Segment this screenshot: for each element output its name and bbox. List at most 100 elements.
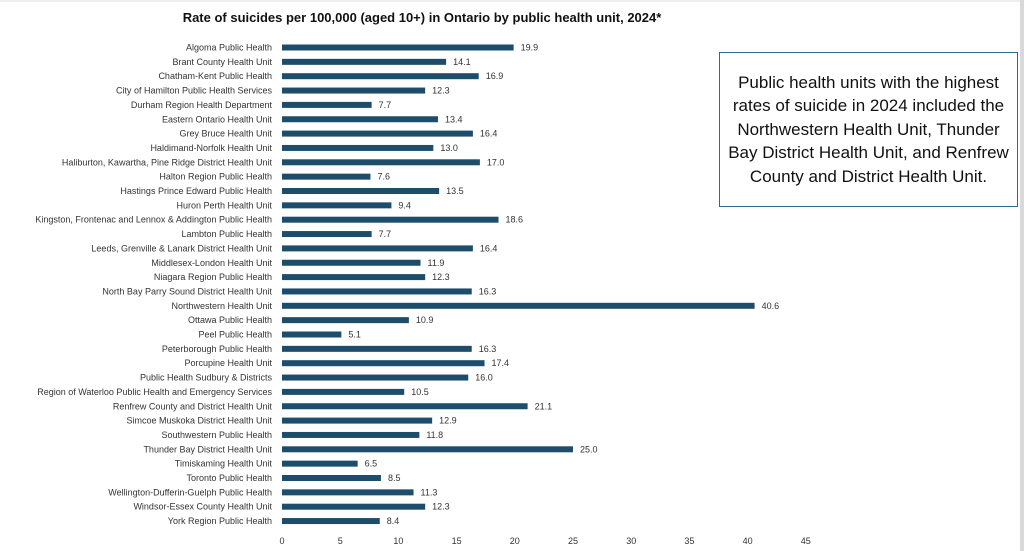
value-label: 16.0 <box>475 373 493 383</box>
category-label: Southwestern Public Health <box>161 430 272 440</box>
value-label: 10.5 <box>411 387 429 397</box>
chart-title: Rate of suicides per 100,000 (aged 10+) … <box>183 10 663 25</box>
value-label: 13.0 <box>440 143 458 153</box>
bar <box>282 360 485 367</box>
callout-box: Public health units with the highest rat… <box>719 52 1018 207</box>
bar <box>282 231 372 238</box>
category-label: Timiskaming Health Unit <box>175 459 273 469</box>
value-label: 9.4 <box>398 200 411 210</box>
bar <box>282 388 405 395</box>
value-label: 17.0 <box>487 157 505 167</box>
category-label: Kingston, Frontenac and Lennox & Addingt… <box>35 215 272 225</box>
category-label: Middlesex-London Health Unit <box>151 258 272 268</box>
top-edge <box>0 0 1024 2</box>
category-label: Porcupine Health Unit <box>184 358 272 368</box>
bars-layer: Algoma Public Health 19.9 Brant County Hea… <box>35 43 779 527</box>
value-label: 11.3 <box>421 487 438 497</box>
value-label: 21.1 <box>535 401 553 411</box>
value-label: 40.6 <box>762 301 780 311</box>
category-label: Niagara Region Public Health <box>154 272 272 282</box>
category-label: Durham Region Health Department <box>131 100 273 110</box>
x-tick-label: 25 <box>568 536 578 546</box>
category-label: City of Hamilton Public Health Services <box>116 86 273 96</box>
value-label: 16.4 <box>480 243 498 253</box>
x-tick-label: 0 <box>279 536 284 546</box>
category-label: Northwestern Health Unit <box>171 301 272 311</box>
bar <box>282 245 473 252</box>
bar <box>282 101 372 108</box>
bar <box>282 58 447 65</box>
category-label: Haliburton, Kawartha, Pine Ridge Distric… <box>62 157 273 167</box>
callout-text: Public health units with the highest rat… <box>728 72 1009 186</box>
category-label: Brant County Health Unit <box>172 57 272 67</box>
value-label: 7.6 <box>377 172 390 182</box>
value-label: 16.3 <box>479 344 497 354</box>
bar <box>282 417 433 424</box>
category-label: Algoma Public Health <box>186 43 272 53</box>
value-label: 8.4 <box>387 516 400 526</box>
category-label: Region of Waterloo Public Health and Eme… <box>37 387 272 397</box>
category-label: Ottawa Public Health <box>188 315 272 325</box>
value-label: 14.1 <box>453 57 471 67</box>
x-tick-label: 45 <box>801 536 811 546</box>
bar <box>282 446 573 453</box>
category-label: Public Health Sudbury & Districts <box>140 373 273 383</box>
value-label: 17.4 <box>492 358 510 368</box>
value-label: 16.9 <box>486 71 504 81</box>
bar <box>282 130 473 137</box>
value-label: 10.9 <box>416 315 434 325</box>
window-edge <box>1020 0 1024 551</box>
bar <box>282 431 420 438</box>
bar <box>282 503 426 510</box>
category-label: Wellington-Dufferin-Guelph Public Health <box>108 487 272 497</box>
value-label: 12.3 <box>432 272 450 282</box>
category-label: Eastern Ontario Health Unit <box>162 114 273 124</box>
category-label: North Bay Parry Sound District Health Un… <box>102 286 272 296</box>
x-tick-label: 35 <box>684 536 694 546</box>
value-label: 16.4 <box>480 129 498 139</box>
bar <box>282 475 381 481</box>
bar <box>282 173 371 180</box>
category-label: Grey Bruce Health Unit <box>179 129 272 139</box>
x-tick-label: 15 <box>452 536 462 546</box>
category-label: Peterborough Public Health <box>162 344 272 354</box>
value-label: 18.6 <box>506 215 524 225</box>
x-tick-label: 20 <box>510 536 520 546</box>
value-label: 6.5 <box>365 459 378 469</box>
x-tick-label: 30 <box>626 536 636 546</box>
x-tick-label: 40 <box>743 536 753 546</box>
category-label: Leeds, Grenville & Lanark District Healt… <box>91 243 272 253</box>
category-label: Toronto Public Health <box>186 473 272 483</box>
bar <box>282 216 499 223</box>
value-label: 8.5 <box>388 473 401 483</box>
category-label: Thunder Bay District Health Unit <box>143 444 272 454</box>
bar <box>282 489 414 496</box>
bar <box>282 403 528 410</box>
value-label: 13.5 <box>446 186 464 196</box>
value-label: 12.3 <box>432 502 450 512</box>
value-label: 7.7 <box>379 229 392 239</box>
bar <box>282 374 469 381</box>
bar <box>282 460 358 467</box>
bar <box>282 116 438 123</box>
category-label: Hastings Prince Edward Public Health <box>120 186 272 196</box>
value-label: 5.1 <box>348 330 361 340</box>
bar <box>282 44 514 51</box>
value-label: 12.9 <box>439 416 457 426</box>
value-label: 12.3 <box>432 86 450 96</box>
x-tick-label: 5 <box>338 536 343 546</box>
category-label: Peel Public Health <box>198 330 272 340</box>
value-label: 25.0 <box>580 444 598 454</box>
bar <box>282 288 472 295</box>
bar <box>282 87 426 94</box>
category-label: Renfrew County and District Health Unit <box>113 401 273 411</box>
category-label: Windsor-Essex County Health Unit <box>133 502 272 512</box>
category-label: Lambton Public Health <box>181 229 272 239</box>
category-label: York Region Public Health <box>168 516 272 526</box>
category-label: Huron Perth Health Unit <box>176 200 272 210</box>
value-label: 11.9 <box>428 258 445 268</box>
category-label: Chatham-Kent Public Health <box>158 71 272 81</box>
bar <box>282 188 440 194</box>
category-label: Haldimand-Norfolk Health Unit <box>150 143 272 153</box>
